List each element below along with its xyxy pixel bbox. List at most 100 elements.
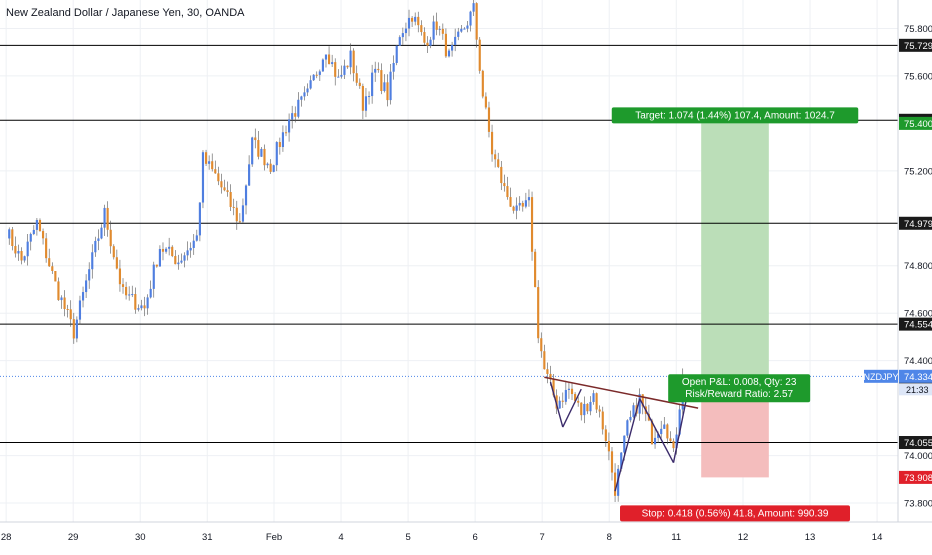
candle (177, 254, 180, 270)
candle-body (100, 227, 103, 239)
candle (297, 92, 300, 119)
candle (447, 48, 451, 58)
candle (66, 304, 69, 318)
candle (112, 244, 115, 260)
candle (660, 420, 663, 441)
candle-body (377, 68, 380, 71)
candle (35, 217, 38, 236)
candle (121, 278, 125, 294)
time-tick-label: 11 (671, 532, 681, 543)
candle-body (275, 142, 278, 166)
candle (275, 141, 278, 172)
candle-body (429, 39, 432, 46)
candle-body (128, 294, 131, 296)
candle-body (112, 246, 115, 258)
candle-body (26, 241, 29, 257)
candle-body (500, 166, 503, 184)
candle (57, 277, 60, 301)
candle-body (518, 202, 521, 206)
candle-body (51, 266, 54, 271)
candle (506, 176, 509, 200)
candle (214, 160, 217, 174)
candle (198, 202, 201, 242)
candle-body (81, 292, 85, 301)
candle (343, 59, 346, 79)
candle (537, 280, 540, 344)
candle-body (29, 233, 32, 242)
candle (149, 280, 152, 299)
candle (454, 28, 457, 52)
time-axis[interactable]: 28 29 30 31 Feb 4 5 6 7 8 11 12 13 14 (0, 521, 932, 550)
candle (377, 62, 380, 73)
candle-body (663, 424, 666, 429)
price-axis[interactable]: 75.800 75.600 75.200 74.800 74.600 74.400 74.0… (863, 0, 932, 550)
candle-series (8, 0, 684, 502)
countdown-bg (899, 383, 932, 396)
candle-body (432, 21, 435, 40)
pattern-line[interactable] (562, 388, 582, 428)
candle-body (497, 159, 500, 167)
time-tick-label: 4 (338, 532, 343, 543)
stop-label[interactable]: Stop: 0.418 (0.56%) 41.8, Amount: 990.39 (620, 505, 851, 522)
candle (331, 54, 334, 68)
candle (561, 392, 564, 408)
time-axis-bg (0, 522, 932, 550)
candle (94, 236, 97, 257)
pattern-line[interactable] (614, 398, 641, 492)
candle (626, 419, 629, 438)
target-label-bg (611, 107, 859, 124)
candle (248, 155, 251, 187)
candle-body (238, 221, 241, 223)
candle (503, 174, 506, 192)
candle-body (552, 379, 555, 396)
candle-body (607, 440, 610, 452)
candle (371, 64, 374, 104)
candle-body (281, 132, 285, 148)
candle-body (180, 260, 183, 263)
candle-body (309, 80, 312, 89)
price-tick-label: 75.200 (904, 166, 932, 177)
candle-body (300, 96, 303, 100)
candle (85, 274, 88, 299)
candle-body (678, 409, 681, 435)
candle-body (164, 248, 168, 252)
candle (158, 245, 161, 267)
candle (45, 233, 48, 263)
candle (14, 236, 17, 258)
candle (192, 234, 195, 255)
candle-body (537, 287, 540, 339)
stop-price-badge-bg (899, 470, 932, 484)
candle (241, 198, 245, 224)
candle-body (211, 161, 214, 170)
candle (444, 28, 448, 58)
candle (29, 232, 32, 251)
candle-body (201, 152, 205, 203)
candle (91, 244, 94, 279)
candle (601, 406, 604, 435)
candle-body (266, 163, 269, 166)
pattern-line[interactable] (549, 381, 564, 428)
trend-line[interactable] (544, 376, 699, 409)
candle (257, 130, 260, 160)
candle (164, 247, 168, 254)
candle (140, 299, 143, 311)
candle (334, 58, 337, 86)
candle-body (297, 99, 300, 117)
candle (23, 255, 26, 263)
candle (78, 295, 82, 325)
candle (527, 189, 531, 207)
candle (161, 242, 165, 261)
pattern-line[interactable] (639, 398, 675, 464)
candle-body (417, 16, 420, 26)
target-label[interactable]: Target: 1.074 (1.44%) 107.4, Amount: 102… (611, 107, 859, 124)
candle-body (131, 294, 134, 296)
candle-body (530, 197, 534, 252)
time-tick-label: 13 (805, 532, 816, 543)
candle-body (580, 402, 583, 416)
chart-title: New Zealand Dollar / Japanese Yen, 30, O… (6, 7, 245, 19)
candle (469, 10, 472, 32)
candle-body (567, 388, 571, 390)
